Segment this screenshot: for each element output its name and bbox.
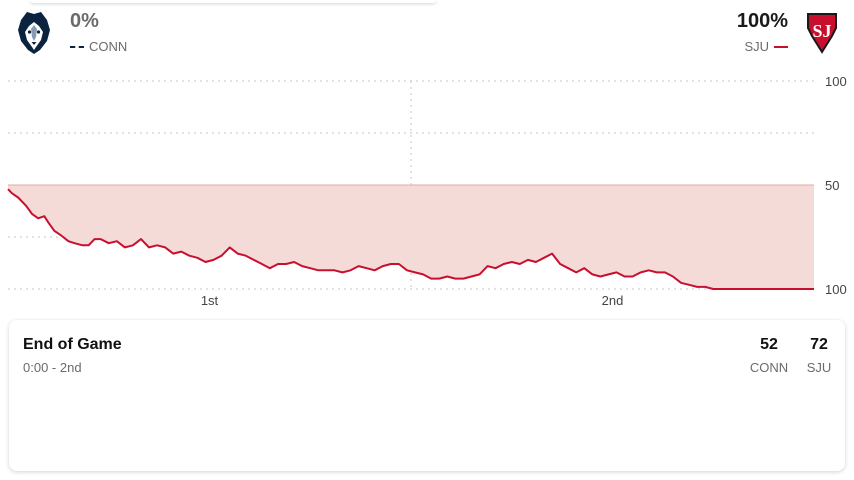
home-score: 72 (810, 336, 828, 353)
away-legend: CONN (70, 39, 127, 54)
game-clock: 0:00 - 2nd (23, 360, 82, 375)
away-score-column: 52 CONN (747, 336, 791, 375)
period-label: 1st (201, 293, 219, 308)
game-status-card: End of Game 0:00 - 2nd 52 CONN 72 SJU (9, 320, 845, 471)
top-tab-shadow (30, 0, 436, 3)
win-probability-chart: 100 50 100 1st 2nd (7, 74, 847, 308)
sju-solid-line-key (774, 45, 788, 48)
y-tick-label: 100 (825, 74, 847, 89)
chart-area-layer (7, 184, 814, 290)
away-score-abbr: CONN (749, 360, 789, 375)
away-team-abbr: CONN (89, 39, 128, 54)
home-legend: SJU (744, 39, 788, 54)
chart-tick-labels: 100 50 100 1st 2nd (201, 74, 847, 308)
sju-probability-area (8, 185, 814, 289)
conn-dashed-line-key (70, 45, 84, 48)
huskies-logo (18, 12, 50, 54)
y-tick-label: 100 (825, 282, 847, 297)
svg-text:SJ: SJ (812, 21, 831, 41)
sju-probability-line (7, 188, 814, 290)
away-score: 52 (760, 336, 778, 353)
home-score-column: 72 SJU (797, 336, 841, 375)
home-win-probability: 100% (736, 10, 788, 32)
sju-logo: SJ (807, 13, 837, 54)
home-score-abbr: SJU (806, 360, 832, 375)
y-tick-label: 50 (825, 178, 839, 193)
period-label: 2nd (602, 293, 624, 308)
game-status: End of Game (23, 336, 122, 353)
away-win-probability: 0% (70, 10, 99, 32)
home-team-abbr: SJU (744, 39, 769, 54)
